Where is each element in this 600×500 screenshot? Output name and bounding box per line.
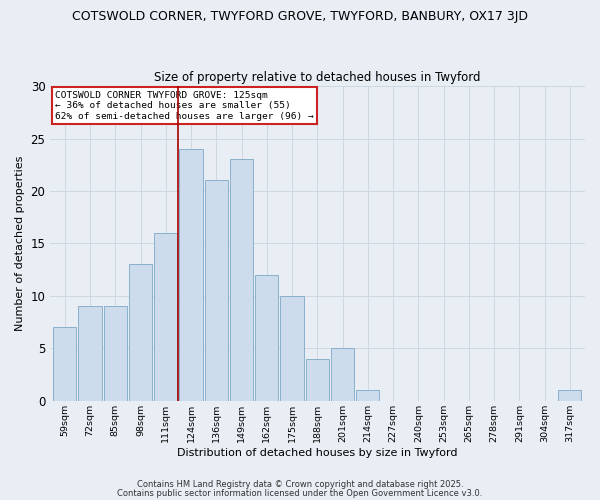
Bar — [230, 160, 253, 401]
Bar — [129, 264, 152, 401]
X-axis label: Distribution of detached houses by size in Twyford: Distribution of detached houses by size … — [177, 448, 458, 458]
Title: Size of property relative to detached houses in Twyford: Size of property relative to detached ho… — [154, 70, 481, 84]
Bar — [179, 149, 203, 401]
Bar — [331, 348, 354, 401]
Text: COTSWOLD CORNER, TWYFORD GROVE, TWYFORD, BANBURY, OX17 3JD: COTSWOLD CORNER, TWYFORD GROVE, TWYFORD,… — [72, 10, 528, 23]
Bar — [305, 359, 329, 401]
Bar — [79, 306, 101, 401]
Bar — [104, 306, 127, 401]
Bar — [280, 296, 304, 401]
Bar — [356, 390, 379, 401]
Bar — [154, 233, 178, 401]
Y-axis label: Number of detached properties: Number of detached properties — [15, 156, 25, 331]
Text: Contains public sector information licensed under the Open Government Licence v3: Contains public sector information licen… — [118, 489, 482, 498]
Bar — [558, 390, 581, 401]
Text: Contains HM Land Registry data © Crown copyright and database right 2025.: Contains HM Land Registry data © Crown c… — [137, 480, 463, 489]
Bar — [53, 328, 76, 401]
Bar — [205, 180, 228, 401]
Bar — [255, 275, 278, 401]
Text: COTSWOLD CORNER TWYFORD GROVE: 125sqm
← 36% of detached houses are smaller (55)
: COTSWOLD CORNER TWYFORD GROVE: 125sqm ← … — [55, 91, 314, 120]
